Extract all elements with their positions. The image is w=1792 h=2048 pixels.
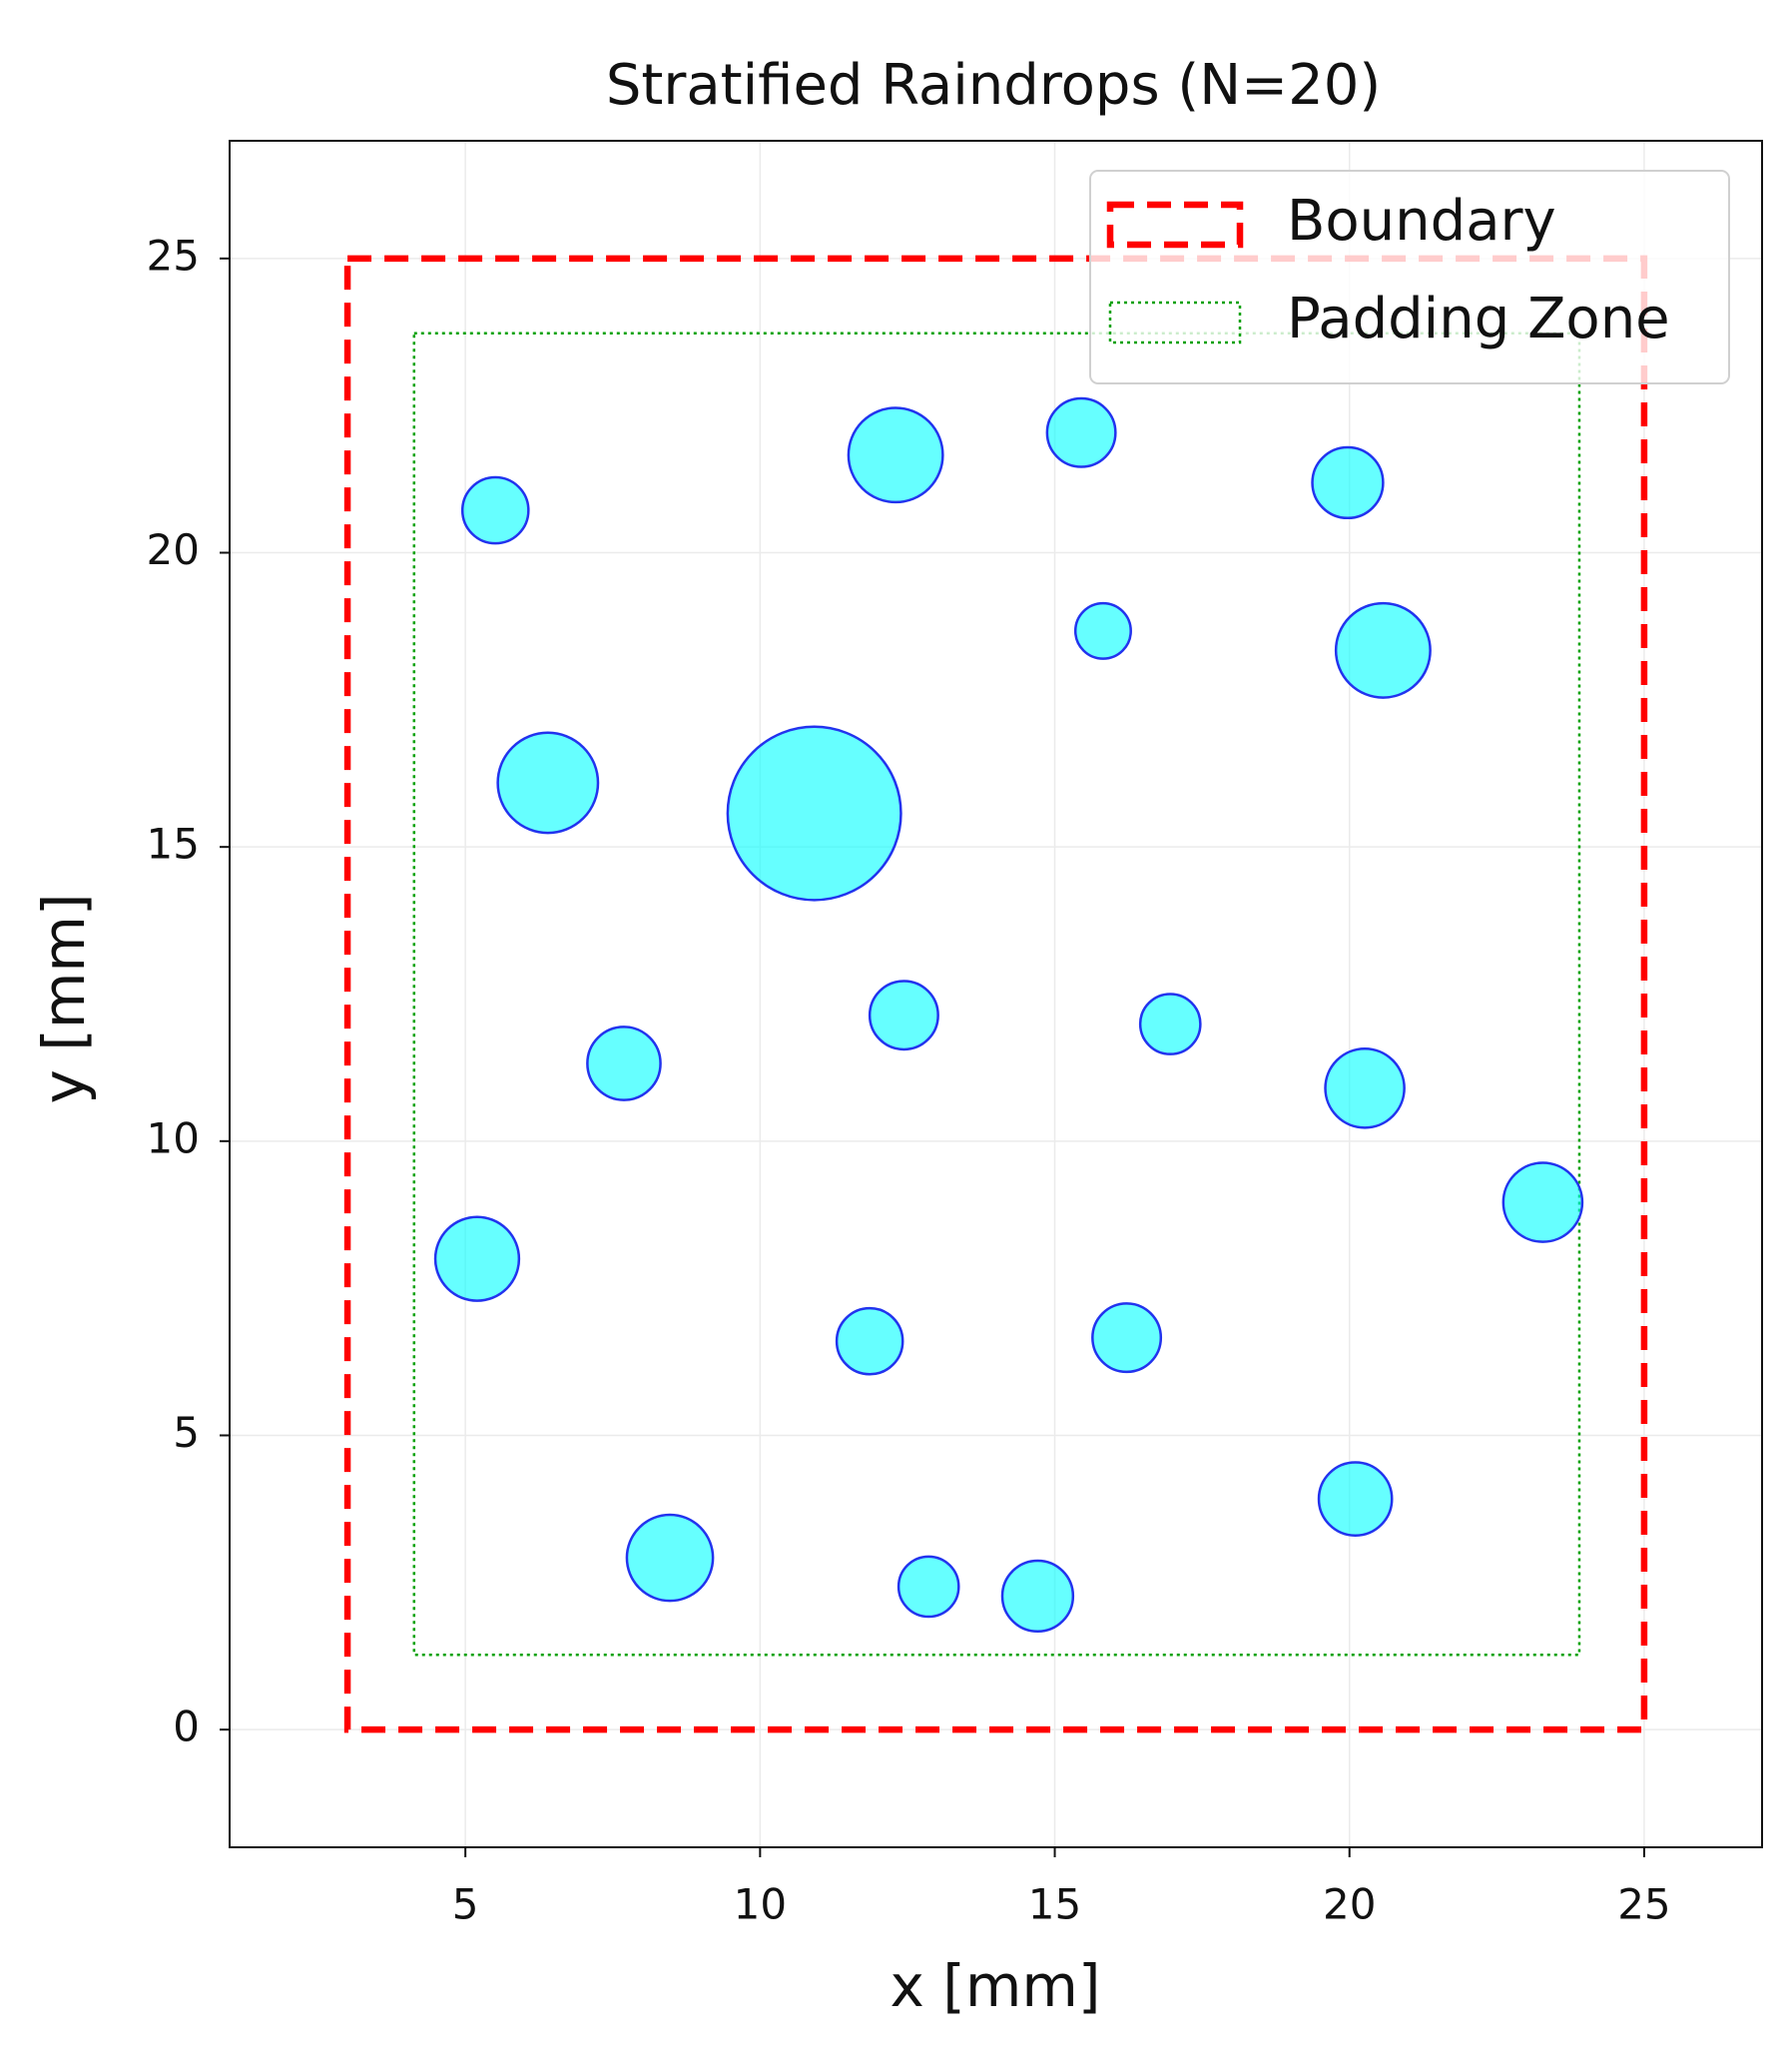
raindrop	[1501, 1161, 1584, 1243]
raindrop	[847, 406, 944, 504]
boundary	[343, 255, 1648, 1733]
x-tick-label: 25	[1617, 1880, 1670, 1929]
raindrop	[1000, 1559, 1075, 1634]
x-tick-label: 20	[1323, 1880, 1376, 1929]
x-tick-label: 5	[452, 1880, 479, 1929]
x-axis-label: x [mm]	[890, 1952, 1100, 2020]
raindrop	[433, 1215, 521, 1302]
raindrop	[1317, 1461, 1394, 1537]
raindrop	[1138, 993, 1202, 1055]
legend-swatch	[1106, 201, 1244, 249]
raindrop	[896, 1555, 960, 1619]
raindrop	[726, 725, 902, 902]
raindrop	[868, 980, 939, 1051]
padding-zone	[412, 332, 1581, 1657]
raindrop	[625, 1513, 715, 1603]
raindrop	[835, 1306, 904, 1376]
y-tick-label: 20	[147, 525, 200, 574]
y-tick-label: 10	[147, 1113, 200, 1162]
legend-box	[1089, 170, 1730, 384]
raindrop	[1311, 445, 1385, 520]
y-tick-label: 5	[173, 1408, 200, 1457]
raindrop	[496, 731, 600, 835]
chart-title: Stratified Raindrops (N=20)	[606, 53, 1381, 118]
legend-swatch	[1108, 301, 1242, 344]
x-tick-label: 15	[1028, 1880, 1081, 1929]
raindrop	[460, 475, 530, 545]
y-axis-label: y [mm]	[30, 893, 98, 1103]
raindrop	[586, 1025, 662, 1101]
raindrop	[1045, 396, 1117, 468]
y-tick-label: 0	[173, 1703, 200, 1751]
raindrop	[1073, 601, 1132, 660]
legend-label: Padding Zone	[1287, 287, 1670, 351]
axes-frame	[229, 140, 1763, 1848]
y-tick-label: 25	[147, 231, 200, 280]
raindrop	[1091, 1302, 1163, 1374]
y-tick-label: 15	[147, 820, 200, 869]
legend-label: Boundary	[1287, 189, 1556, 254]
x-tick-label: 10	[734, 1880, 787, 1929]
raindrop	[1334, 601, 1432, 699]
raindrop	[1324, 1046, 1406, 1129]
